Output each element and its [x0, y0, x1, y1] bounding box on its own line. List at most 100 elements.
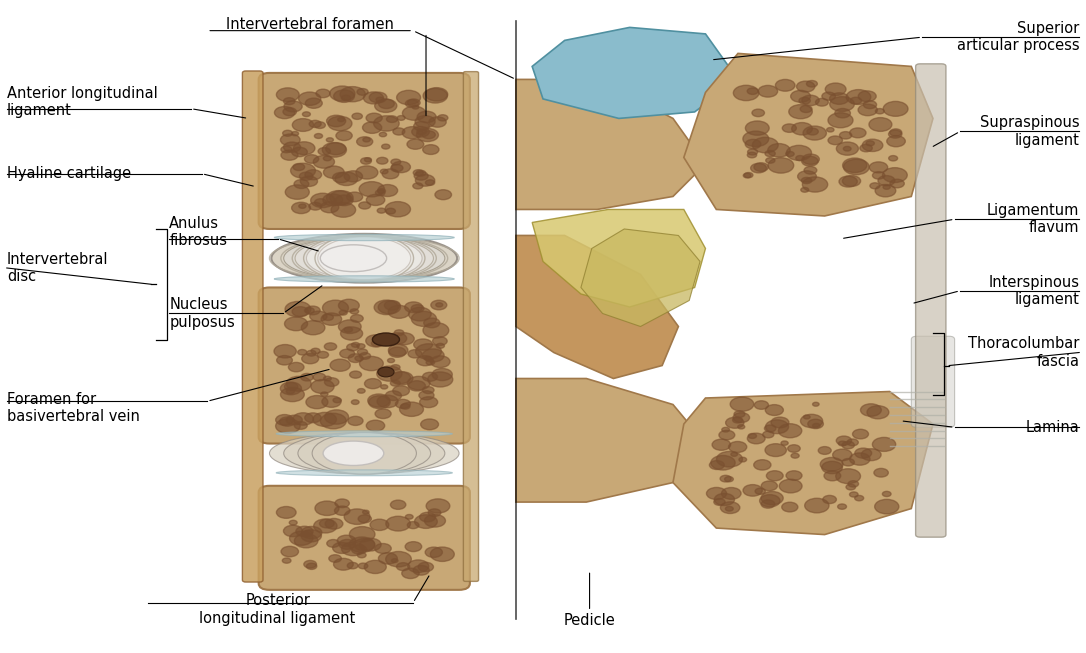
Circle shape	[866, 141, 874, 146]
Circle shape	[717, 451, 743, 467]
Circle shape	[743, 173, 752, 178]
Circle shape	[761, 492, 783, 505]
Circle shape	[305, 413, 321, 422]
Circle shape	[377, 208, 386, 213]
Circle shape	[391, 372, 413, 385]
Circle shape	[323, 314, 333, 321]
Circle shape	[281, 146, 292, 153]
Polygon shape	[673, 392, 933, 535]
Circle shape	[849, 128, 866, 138]
Circle shape	[862, 139, 883, 151]
Circle shape	[407, 139, 424, 150]
Circle shape	[414, 121, 429, 131]
Circle shape	[317, 351, 329, 358]
Circle shape	[745, 139, 761, 149]
Circle shape	[842, 458, 855, 466]
FancyBboxPatch shape	[911, 336, 955, 427]
Circle shape	[323, 300, 349, 316]
Circle shape	[313, 155, 334, 168]
Circle shape	[422, 131, 435, 138]
Circle shape	[715, 494, 734, 505]
Circle shape	[843, 176, 860, 187]
Circle shape	[313, 413, 337, 426]
Circle shape	[292, 202, 311, 214]
Ellipse shape	[275, 234, 454, 241]
Circle shape	[820, 458, 843, 471]
Circle shape	[357, 349, 367, 355]
Circle shape	[428, 509, 441, 517]
Circle shape	[285, 302, 311, 317]
Circle shape	[748, 434, 757, 438]
Circle shape	[336, 195, 353, 206]
Circle shape	[321, 396, 341, 407]
Circle shape	[875, 185, 896, 197]
Circle shape	[311, 379, 334, 394]
Circle shape	[422, 323, 449, 338]
Circle shape	[283, 108, 296, 116]
Circle shape	[329, 554, 341, 562]
Circle shape	[394, 333, 414, 345]
Ellipse shape	[298, 432, 431, 474]
Circle shape	[386, 202, 411, 217]
Circle shape	[733, 86, 759, 101]
Circle shape	[418, 562, 433, 571]
Circle shape	[357, 552, 366, 558]
Circle shape	[292, 147, 307, 157]
Circle shape	[366, 420, 384, 431]
Circle shape	[830, 93, 849, 104]
Ellipse shape	[378, 367, 394, 377]
Circle shape	[298, 349, 306, 355]
Circle shape	[424, 318, 440, 328]
Circle shape	[850, 97, 861, 104]
Circle shape	[315, 134, 323, 138]
Circle shape	[781, 441, 788, 445]
Ellipse shape	[324, 441, 383, 466]
Circle shape	[332, 543, 351, 554]
Circle shape	[800, 187, 809, 192]
Circle shape	[803, 126, 826, 140]
Circle shape	[867, 406, 888, 419]
Circle shape	[386, 390, 402, 400]
Circle shape	[396, 563, 409, 571]
Circle shape	[375, 99, 396, 112]
Circle shape	[277, 507, 296, 518]
Circle shape	[358, 563, 368, 569]
Ellipse shape	[276, 470, 453, 476]
Circle shape	[299, 92, 320, 105]
Circle shape	[321, 313, 342, 325]
Circle shape	[860, 404, 882, 416]
Circle shape	[438, 115, 447, 121]
Circle shape	[779, 424, 801, 438]
FancyBboxPatch shape	[464, 72, 479, 581]
Circle shape	[768, 158, 794, 173]
Circle shape	[315, 199, 327, 206]
Circle shape	[349, 537, 375, 552]
Circle shape	[747, 433, 766, 444]
Circle shape	[428, 372, 453, 387]
Circle shape	[405, 541, 421, 552]
Circle shape	[889, 179, 905, 188]
Polygon shape	[684, 54, 933, 216]
Circle shape	[437, 343, 444, 348]
Circle shape	[412, 304, 424, 312]
Circle shape	[289, 362, 304, 372]
Ellipse shape	[283, 237, 445, 279]
Circle shape	[301, 321, 325, 335]
Circle shape	[291, 131, 299, 136]
Circle shape	[299, 204, 306, 208]
Circle shape	[801, 156, 818, 166]
Text: Superior
articular process: Superior articular process	[957, 21, 1079, 54]
Circle shape	[824, 471, 841, 481]
Text: Interspinous
ligament: Interspinous ligament	[988, 274, 1079, 307]
Circle shape	[352, 342, 359, 347]
Text: Nucleus
pulposus: Nucleus pulposus	[169, 297, 235, 330]
Circle shape	[357, 343, 365, 349]
Circle shape	[285, 383, 298, 390]
Circle shape	[368, 396, 390, 409]
Circle shape	[339, 320, 362, 334]
Circle shape	[846, 89, 871, 104]
Circle shape	[712, 439, 731, 451]
Circle shape	[405, 515, 413, 519]
Circle shape	[293, 142, 315, 155]
Circle shape	[887, 136, 906, 147]
